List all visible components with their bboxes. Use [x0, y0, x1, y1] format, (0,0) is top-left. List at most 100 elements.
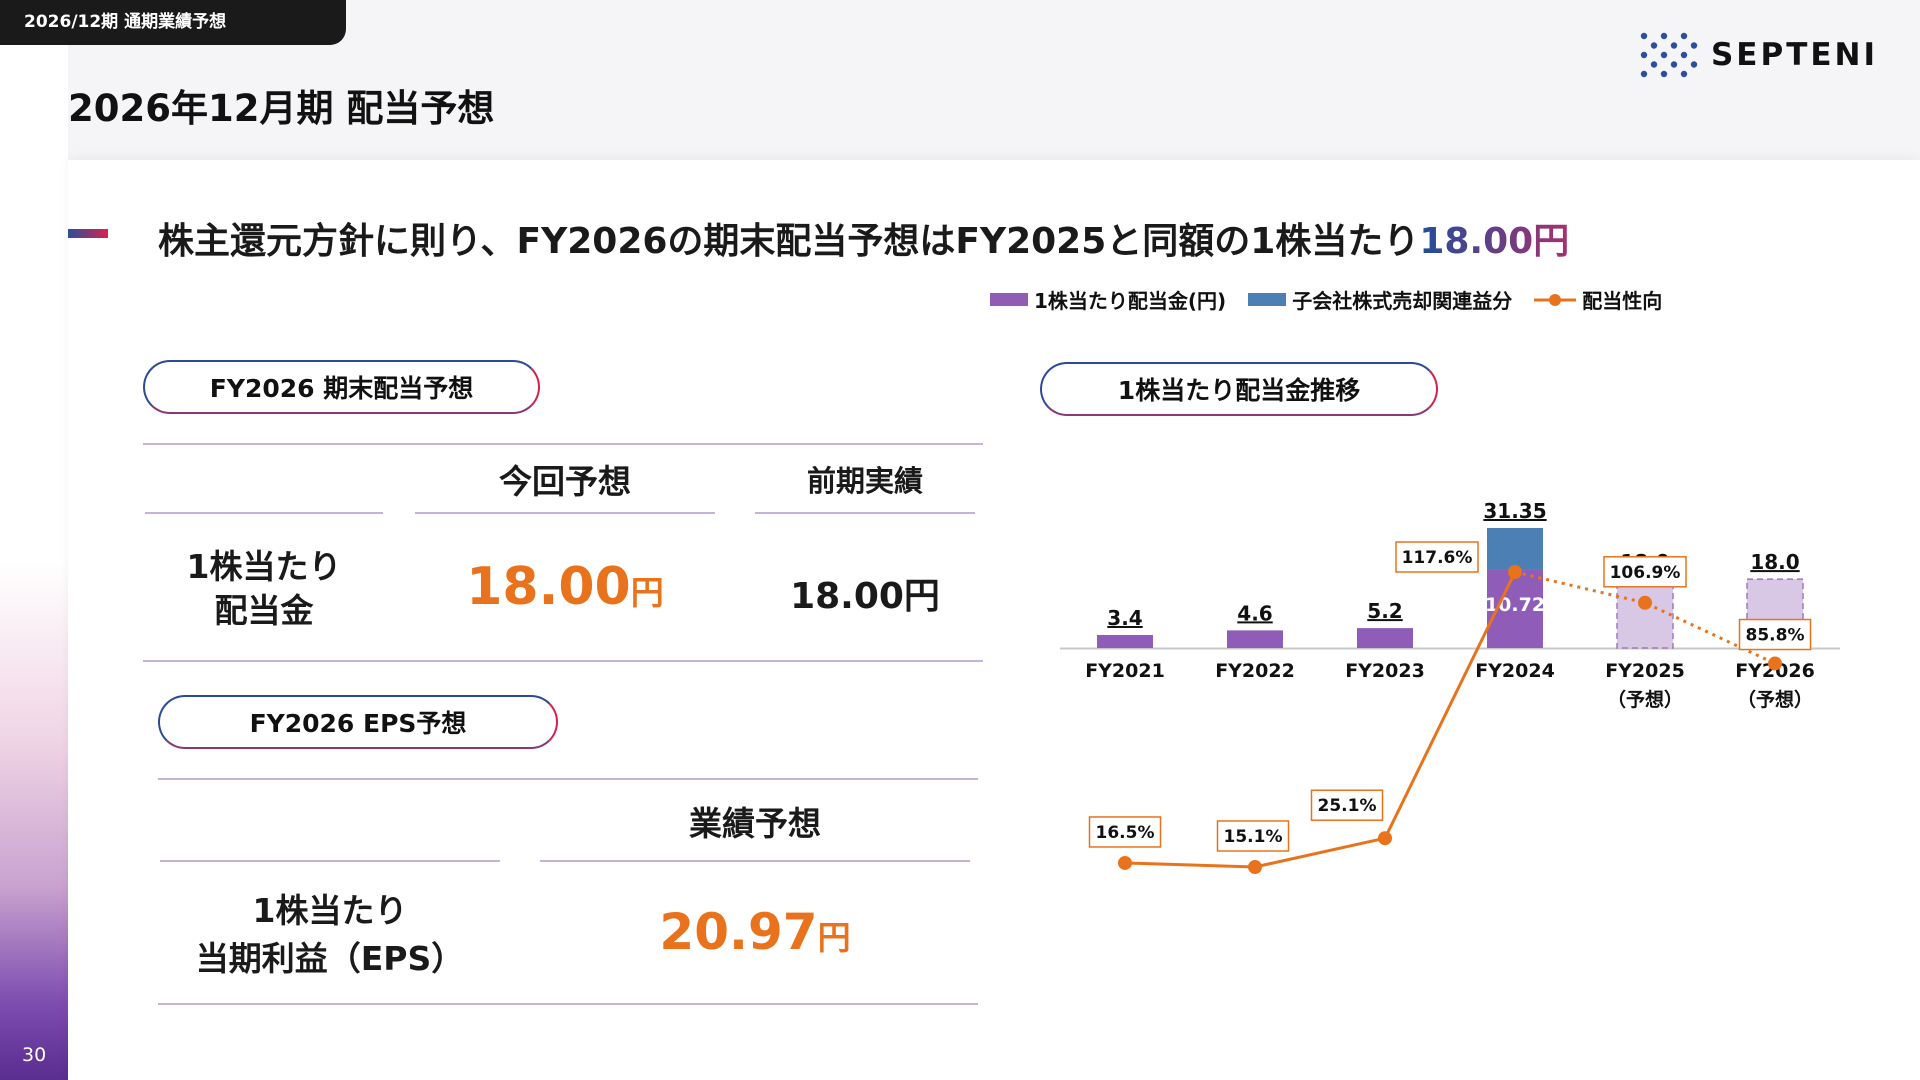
- logo-dot: [1640, 70, 1648, 78]
- x-tick-label-2: FY2023: [1345, 660, 1425, 682]
- x-tick-label-5: FY2026: [1735, 660, 1815, 682]
- payout-label-box-1: [1216, 820, 1290, 852]
- payout-label-2: 25.1%: [1318, 796, 1377, 816]
- eps-label-line1: 1株当たり: [252, 891, 408, 930]
- legend-label-payout: 配当性向: [1582, 289, 1663, 313]
- eps-col-header: 業績予想: [689, 804, 821, 843]
- dividend-forecast-pill: FY2026 期末配当予想: [143, 360, 540, 414]
- payout-point-2: [1378, 831, 1392, 846]
- legend-swatch-subsidiary: [1248, 293, 1287, 306]
- payout-label-box-3: [1395, 541, 1479, 573]
- sidebar-gradient: 30: [0, 0, 68, 1080]
- payout-label-box-4: [1603, 556, 1687, 588]
- bar-value-label-0: 3.4: [1107, 606, 1142, 630]
- col-header-previous: 前期実績: [806, 464, 923, 498]
- bar-value-label-5: 18.0: [1750, 550, 1799, 574]
- dividend-previous-value: 18.00円: [790, 576, 940, 617]
- logo-dot: [1640, 51, 1648, 59]
- forecast-unit: 円: [630, 573, 664, 612]
- dividend-chart: 3.4FY20214.6FY20225.2FY202310.7231.35FY2…: [1060, 499, 1840, 874]
- header-rule-3: [755, 512, 975, 514]
- x-tick-label-5: （予想）: [1737, 688, 1813, 711]
- logo-dot: [1660, 32, 1668, 40]
- eps-unit: 円: [817, 918, 851, 957]
- headline: 株主還元方針に則り、FY2026の期末配当予想はFY2025と同額の1株当たり1…: [158, 212, 1569, 264]
- payout-label-5: 85.8%: [1746, 626, 1805, 646]
- legend-payout: 配当性向: [1534, 285, 1662, 314]
- legend-dividend: 1株当たり配当金(円): [990, 285, 1226, 314]
- x-tick-label-3: FY2024: [1475, 660, 1555, 682]
- legend-subsidiary: 子会社株式売却関連益分: [1248, 285, 1512, 314]
- bar-value-label-1: 4.6: [1237, 601, 1272, 625]
- logo-dot: [1660, 70, 1668, 78]
- table-bottom-rule: [143, 660, 983, 662]
- payout-label-box-0: [1088, 816, 1162, 848]
- logo-dot: [1650, 42, 1658, 49]
- payout-point-0: [1118, 855, 1132, 870]
- col-header-forecast: 今回予想: [499, 462, 631, 501]
- header-rule-2: [415, 512, 715, 514]
- eps-number: 20.97: [659, 903, 818, 961]
- dividend-forecast-value: 18.00円: [415, 557, 715, 617]
- x-tick-label-1: FY2022: [1215, 660, 1295, 682]
- eps-value: 20.97円: [540, 903, 970, 961]
- logo-dot: [1660, 51, 1668, 59]
- eps-label-line2: 当期利益（EPS）: [195, 939, 465, 978]
- eps-forecast-pill: FY2026 EPS予想: [158, 695, 558, 749]
- eps-bottom-rule: [158, 1003, 978, 1005]
- logo-dot: [1680, 70, 1688, 78]
- logo-dot: [1680, 32, 1688, 40]
- payout-label-1: 15.1%: [1224, 827, 1283, 847]
- x-tick-label-4: FY2025: [1605, 660, 1685, 682]
- headline-text: 株主還元方針に則り、FY2026の期末配当予想はFY2025と同額の1株当たり: [158, 221, 1420, 262]
- bar-value-label-2: 5.2: [1367, 599, 1402, 623]
- legend-label-subsidiary: 子会社株式売却関連益分: [1292, 289, 1513, 313]
- logo-dot: [1670, 42, 1678, 49]
- bar-dividend-2: [1357, 628, 1413, 648]
- forecast-number: 18.00: [466, 557, 631, 617]
- row-label-line1: 1株当たり: [186, 547, 342, 586]
- company-logo: SEPTENI: [1639, 32, 1878, 78]
- page-title: 2026年12月期 配当予想: [68, 87, 495, 130]
- bar-dividend-4: [1616, 578, 1674, 649]
- payout-label-box-5: [1738, 618, 1812, 651]
- x-tick-label-0: FY2021: [1085, 660, 1165, 682]
- table-top-rule: [143, 443, 983, 445]
- bar-dividend-0: [1097, 634, 1153, 648]
- logo-dot: [1640, 32, 1648, 40]
- payout-point-5: [1768, 656, 1782, 671]
- legend-swatch-dividend: [990, 293, 1028, 306]
- row-label-dividend: 1株当たり 配当金: [145, 545, 383, 633]
- logo-dot: [1670, 61, 1678, 68]
- x-tick-label-4: （予想）: [1607, 688, 1683, 711]
- chart-title-pill: 1株当たり配当金推移: [1040, 362, 1438, 416]
- row-label-eps: 1株当たり 当期利益（EPS）: [160, 887, 500, 983]
- page-number: 30: [22, 1044, 47, 1066]
- legend-marker-payout: [1534, 293, 1577, 306]
- eps-top-rule: [158, 778, 978, 780]
- eps-header-rule-1: [160, 860, 500, 862]
- row-label-line2: 配当金: [214, 591, 314, 630]
- payout-point-4: [1638, 595, 1652, 610]
- content-panel: 株主還元方針に則り、FY2026の期末配当予想はFY2025と同額の1株当たり 1…: [68, 160, 1920, 1080]
- eps-header-rule-2: [540, 860, 970, 862]
- payout-point-1: [1248, 860, 1262, 874]
- bar-value-label-3: 31.35: [1483, 499, 1546, 523]
- header-rule-1: [145, 512, 383, 514]
- payout-label-4: 106.9%: [1610, 563, 1681, 583]
- headline-marker: [68, 229, 108, 238]
- payout-label-box-2: [1310, 789, 1384, 821]
- bar-dividend-1: [1227, 630, 1283, 648]
- logo-dot: [1690, 42, 1698, 49]
- payout-point-3: [1508, 565, 1522, 579]
- payout-label-3: 117.6%: [1402, 548, 1473, 568]
- payout-label-0: 16.5%: [1096, 823, 1155, 843]
- chart-legend: 1株当たり配当金(円) 子会社株式売却関連益分 配当性向: [990, 285, 1662, 314]
- logo-dot: [1680, 51, 1688, 59]
- logo-dot: [1650, 61, 1658, 68]
- payout-line-actual: [1124, 571, 1517, 869]
- logo-dot: [1690, 61, 1698, 68]
- logo-text: SEPTENI: [1710, 37, 1878, 73]
- section-tab: 2026/12期 通期業績予想: [0, 0, 346, 45]
- bar-subsidiary-3: [1487, 528, 1543, 570]
